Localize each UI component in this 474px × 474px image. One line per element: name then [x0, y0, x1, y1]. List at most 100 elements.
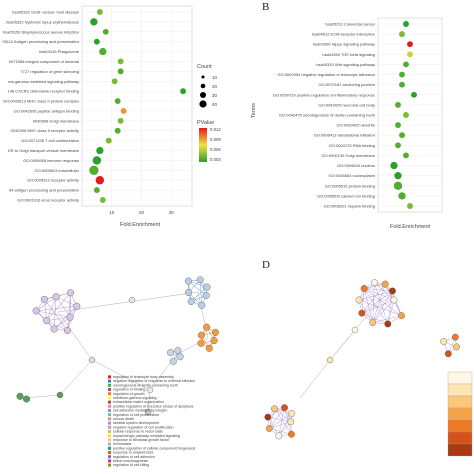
network-node — [271, 405, 278, 413]
network-edge — [274, 408, 292, 435]
panel-b-point — [403, 112, 409, 118]
panel-b-point — [394, 172, 402, 180]
network-edge — [188, 280, 207, 296]
network-node — [390, 296, 398, 304]
panel-b-term-label: GO:0042475 odontogenesis of dentin-conta… — [279, 113, 375, 118]
network-edge — [55, 296, 77, 307]
panel-c-legend: regulation of leukocyte body assemblyneg… — [108, 375, 196, 467]
legend-swatch — [108, 451, 111, 454]
legend-swatch — [108, 396, 111, 400]
network-edge — [358, 290, 393, 301]
panel-a-term-label: 0071556 integral component of lumenal — [9, 59, 79, 64]
panel-a-x-ticks: 10 20 30 — [109, 210, 174, 215]
panel-a-term-labels: hsa05332 Graft- versus- host disease hsa0… — [2, 10, 79, 203]
panel-b-point — [395, 142, 401, 149]
panel-b-term-label: hsa04350 TGF-beta signaling — [322, 52, 375, 57]
panel-d-colorbar — [447, 371, 473, 457]
panel-b-term-label: GO:0005515 protein binding — [325, 183, 375, 188]
legend-swatch — [108, 459, 111, 463]
count-legend-label-10: 10 — [212, 75, 218, 80]
network-edge — [364, 288, 393, 292]
panel-b-point — [399, 81, 405, 88]
network-node — [288, 410, 296, 417]
network-edge — [55, 296, 71, 318]
network-edge — [46, 316, 71, 321]
network-node — [128, 296, 136, 304]
network-node — [66, 313, 74, 321]
network-edge — [358, 299, 373, 323]
panel-b-y-axis-label: Terms — [251, 103, 257, 118]
panel-a-term-label: GO:0005623 intracellular — [35, 168, 80, 173]
panel-a-term-label: 0032395 MHC class II receptor activity — [11, 128, 79, 133]
panel-a-term-label: hsa05150 Staphylococcus aureus infection — [3, 29, 79, 34]
legend-label: neuron death — [113, 417, 134, 421]
panel-b-term-label: GO:0070161 anchoring junction — [319, 82, 375, 87]
panel-b-point — [411, 91, 417, 98]
legend-swatch — [108, 409, 111, 412]
network-node — [197, 339, 205, 347]
panel-b-term-label: GO:0005634 nucleus — [337, 163, 375, 168]
panel-a-chart: hsa05332 Graft- versus- host disease hsa0… — [2, 5, 221, 228]
panel-a-point — [105, 137, 112, 144]
legend-label: regulation of cell killing — [113, 463, 149, 467]
network-edge — [267, 417, 280, 437]
legend-swatch — [108, 442, 111, 446]
network-node — [369, 319, 377, 327]
network-node — [40, 295, 48, 303]
network-edge — [358, 299, 402, 316]
network-edge — [44, 299, 68, 331]
network-node — [440, 338, 448, 345]
network-edge — [372, 290, 393, 323]
pvalue-legend-title: PValue — [197, 120, 214, 126]
legend-label: response to fibroblast growth factor — [113, 438, 170, 442]
panel-b-term-labels: hsa05210 Colorectal cancer hsa04512 ECM-r… — [273, 22, 376, 209]
network-node — [358, 309, 366, 317]
panel-b-term-label: GO:0030425 dendrite — [337, 123, 376, 128]
network-bridge-edge — [329, 329, 356, 361]
legend-label: interferon-gamma signaling — [113, 396, 157, 400]
count-legend-label-20: 20 — [212, 84, 218, 89]
legend-label: cell adhesion mediated by integrin — [113, 409, 167, 413]
panel-a-point — [114, 127, 121, 134]
panel-letter-d: D — [262, 259, 270, 271]
panel-d-network-edges — [267, 282, 457, 437]
count-legend-dot-10 — [201, 75, 205, 79]
network-edge — [46, 296, 57, 321]
network-node — [281, 404, 288, 412]
network-node — [370, 279, 378, 287]
network-node — [398, 312, 405, 320]
network-node — [16, 392, 24, 400]
network-node — [88, 356, 96, 364]
panel-a-point — [93, 187, 100, 194]
panel-b-point — [395, 122, 401, 129]
legend-label: negative regulation of response to exter… — [113, 379, 195, 383]
legend-swatch — [108, 383, 111, 387]
panel-b-points — [390, 21, 417, 209]
network-edge — [190, 286, 208, 302]
panel-b-point — [403, 61, 409, 68]
colorbar-step — [447, 419, 473, 433]
network-node — [288, 430, 295, 438]
network-node — [202, 291, 210, 299]
network-node — [23, 395, 31, 403]
panel-a-term-label: 04 antigen processing and presentation — [9, 188, 79, 193]
panel-b-point — [403, 21, 409, 27]
panel-a-x-axis-label: Fold.Enrichment — [120, 222, 161, 228]
network-node — [211, 328, 219, 336]
panel-a-point — [90, 18, 98, 26]
network-node — [50, 325, 58, 333]
network-node — [389, 287, 396, 295]
panel-a-term-label: GO:0042613 MHC class II protein complex — [3, 99, 79, 104]
panel-b-term-label: hsa04310 Wnt signaling pathway — [316, 62, 375, 67]
network-node — [73, 302, 81, 310]
network-node — [176, 353, 184, 361]
legend-swatch — [108, 392, 111, 396]
panel-a-points — [89, 9, 187, 203]
panel-a-point — [117, 117, 124, 124]
count-legend-label-40: 40 — [212, 102, 218, 107]
pvalue-tick-0: 0.012 — [210, 127, 221, 132]
panel-letter-b: B — [262, 1, 269, 13]
network-node — [351, 326, 359, 334]
legend-label: negative regulation of cell proliferatio… — [113, 425, 174, 429]
network-edge — [361, 283, 386, 314]
